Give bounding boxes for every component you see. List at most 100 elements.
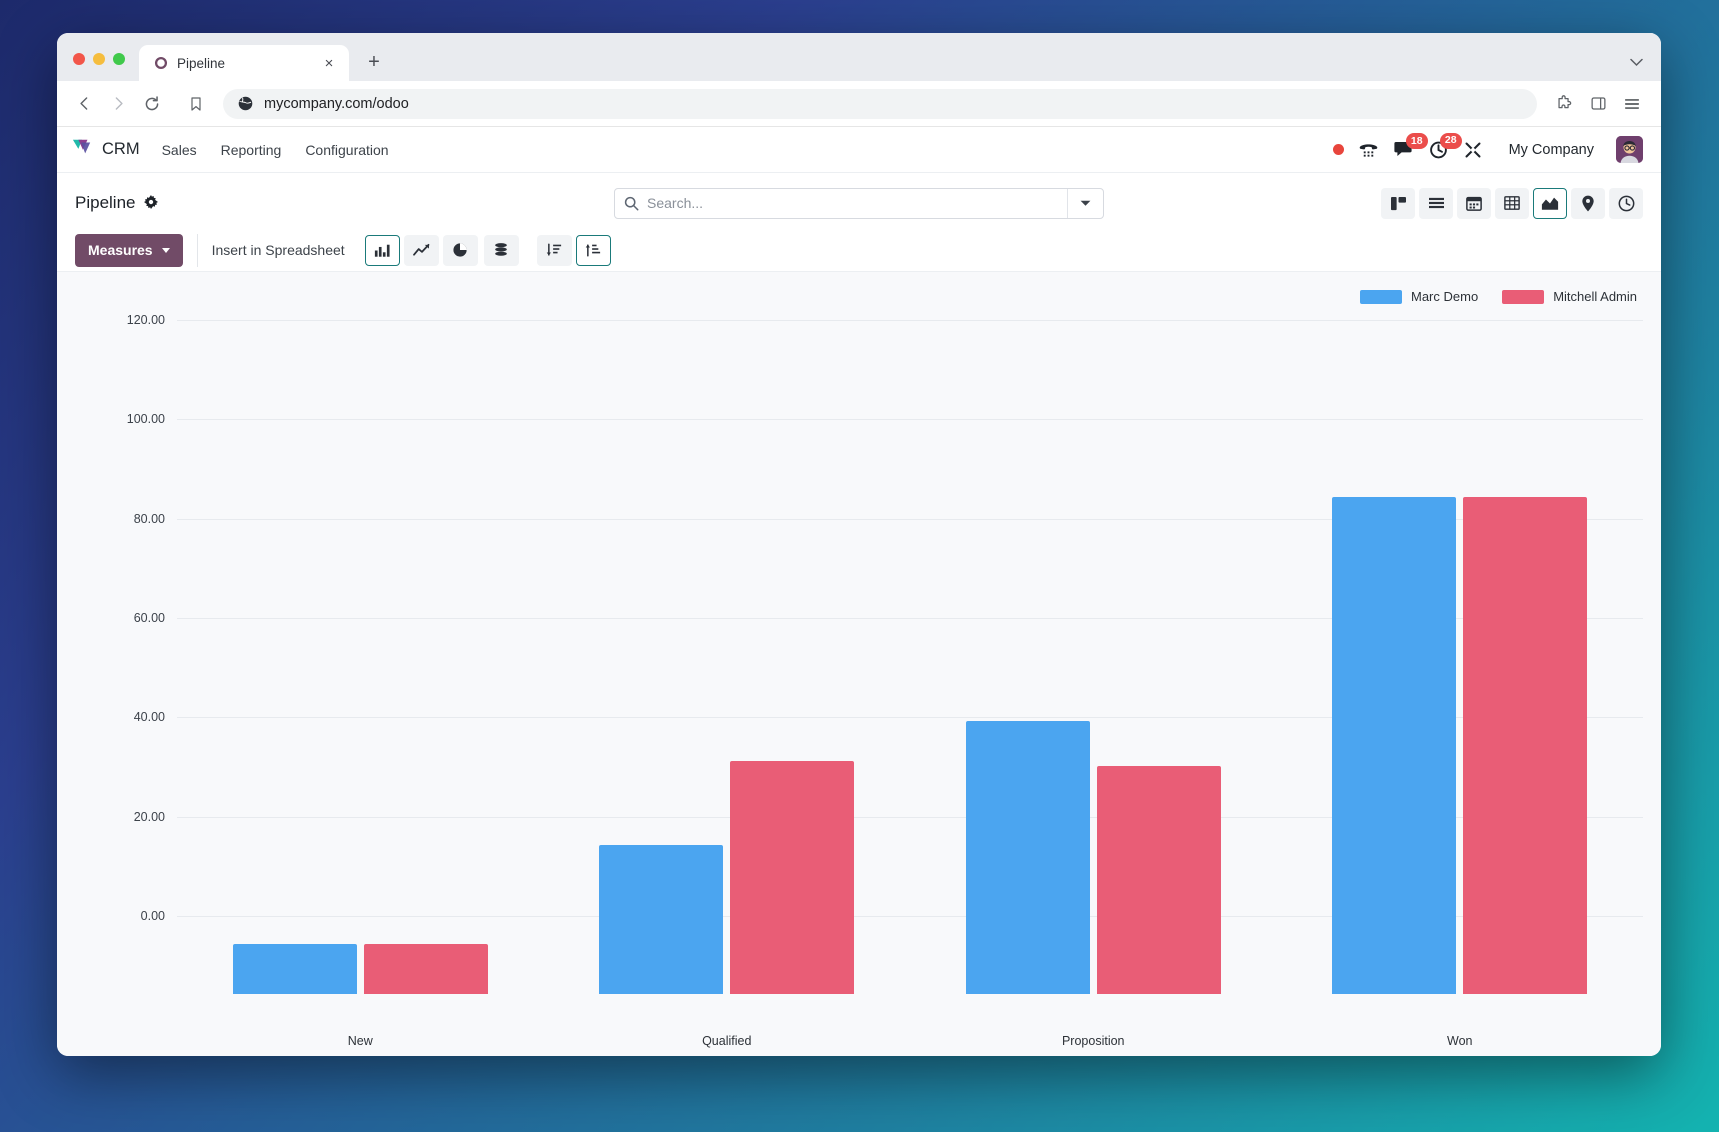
view-button-graph[interactable] [1533, 187, 1567, 219]
menu-icon[interactable] [1617, 89, 1647, 119]
browser-tabstrip: Pipeline × + [57, 33, 1661, 81]
browser-tab[interactable]: Pipeline × [139, 45, 349, 81]
database-stack-icon[interactable] [483, 234, 519, 266]
pie-chart-icon[interactable] [442, 234, 478, 266]
gridline [177, 816, 1643, 818]
reload-icon[interactable] [137, 89, 167, 119]
close-icon[interactable]: × [324, 54, 334, 72]
chart-bar[interactable] [1463, 497, 1588, 994]
gear-icon[interactable] [143, 194, 158, 212]
view-button-pivot[interactable] [1495, 187, 1529, 219]
urlbar-actions [1549, 89, 1647, 119]
measures-button[interactable]: Measures [75, 233, 183, 267]
url-input[interactable]: mycompany.com/odoo [223, 88, 1537, 119]
messages-icon[interactable]: 18 [1393, 133, 1428, 159]
new-tab-button[interactable]: + [368, 51, 380, 73]
phone-icon[interactable] [1358, 140, 1379, 159]
legend-item-mitchell-admin[interactable]: Mitchell Admin [1502, 289, 1637, 304]
minimize-window-button[interactable] [93, 53, 105, 65]
activities-badge: 28 [1439, 132, 1462, 149]
systray: 18 28 My Company [1332, 132, 1643, 163]
gridline [177, 916, 1643, 917]
gridline [177, 419, 1643, 421]
brand-name: CRM [102, 140, 140, 158]
y-axis-tick-label: 100.00 [126, 412, 165, 427]
insert-in-spreadsheet-button[interactable]: Insert in Spreadsheet [196, 233, 359, 267]
company-name[interactable]: My Company [1508, 141, 1594, 158]
odoo-navbar: CRM Sales Reporting Configuration 18 [57, 127, 1661, 173]
control-panel: Pipeline Search... [57, 173, 1661, 271]
window-traffic-lights [73, 53, 125, 81]
chart-bars: New Qualified Proposition Won [177, 272, 1643, 1056]
chart-bar[interactable] [599, 845, 724, 994]
bookmark-icon[interactable] [181, 89, 211, 119]
chart-bar[interactable] [1096, 765, 1221, 994]
app-brand[interactable]: CRM [71, 137, 140, 162]
back-icon[interactable] [69, 89, 99, 119]
stack-group [483, 234, 519, 266]
control-panel-bottom: Measures Insert in Spreadsheet [75, 223, 1643, 271]
view-button-list[interactable] [1419, 187, 1453, 219]
odoo-menu: Sales Reporting Configuration [162, 142, 389, 158]
measures-label: Measures [88, 242, 153, 258]
bar-chart-icon[interactable] [364, 234, 400, 266]
extensions-icon[interactable] [1549, 89, 1579, 119]
maximize-window-button[interactable] [113, 53, 125, 65]
legend-item-marc-demo[interactable]: Marc Demo [1360, 289, 1478, 304]
y-axis-tick-label: 20.00 [133, 809, 165, 824]
tab-title: Pipeline [177, 55, 226, 71]
chart-bar[interactable] [1332, 497, 1457, 994]
side-panel-icon[interactable] [1583, 89, 1613, 119]
gridline [177, 320, 1643, 321]
sort-group [536, 234, 611, 266]
menu-item-sales[interactable]: Sales [161, 141, 197, 158]
x-axis-tick-label: Won [1447, 1034, 1473, 1048]
legend-label: Mitchell Admin [1553, 289, 1637, 304]
view-switcher [1381, 187, 1643, 219]
x-axis-tick-label: Qualified [702, 1034, 752, 1048]
view-button-calendar[interactable] [1457, 187, 1491, 219]
odoo-logo-icon [153, 56, 168, 71]
globe-icon [237, 95, 254, 112]
view-button-map[interactable] [1571, 187, 1605, 219]
line-chart-icon[interactable] [403, 234, 439, 266]
chart-bar[interactable] [965, 720, 1090, 994]
y-axis-tick-label: 80.00 [133, 511, 165, 526]
control-panel-top: Pipeline Search... [75, 183, 1643, 223]
record-dot-icon[interactable] [1332, 144, 1344, 155]
chart-type-group [364, 234, 478, 266]
graph-view: Marc Demo Mitchell Admin 0.00 20.00 40.00 6… [57, 271, 1661, 1056]
chart-legend: Marc Demo Mitchell Admin [1360, 289, 1637, 304]
messages-badge: 18 [1405, 133, 1428, 149]
sort-desc-icon[interactable] [575, 234, 611, 266]
chart-category-group: New [177, 272, 544, 1056]
chevron-down-icon [161, 247, 170, 253]
search-bar[interactable]: Search... [614, 187, 1104, 219]
url-text: mycompany.com/odoo [264, 95, 409, 112]
x-axis-tick-label: New [347, 1034, 373, 1048]
view-button-kanban[interactable] [1381, 187, 1415, 219]
activities-icon[interactable]: 28 [1429, 132, 1462, 160]
sort-asc-icon[interactable] [536, 234, 572, 266]
close-window-button[interactable] [73, 53, 85, 65]
chart-bar[interactable] [730, 760, 855, 994]
y-axis-tick-label: 60.00 [133, 611, 165, 625]
legend-label: Marc Demo [1411, 289, 1479, 304]
odoo-app-icon [71, 137, 93, 162]
menu-item-configuration[interactable]: Configuration [305, 141, 389, 158]
chart-bar[interactable] [232, 944, 357, 994]
search-dropdown-toggle[interactable] [1067, 188, 1103, 218]
browser-urlbar: mycompany.com/odoo [57, 81, 1661, 127]
forward-icon[interactable] [103, 89, 133, 119]
avatar[interactable] [1616, 136, 1643, 163]
chevron-down-icon[interactable] [1630, 55, 1643, 70]
view-button-activity[interactable] [1609, 187, 1643, 219]
breadcrumb: Pipeline [75, 193, 158, 213]
chart-category-group: Won [1277, 272, 1644, 1056]
tools-icon[interactable] [1463, 140, 1483, 160]
chart-bar[interactable] [363, 944, 488, 994]
legend-swatch [1502, 289, 1545, 304]
menu-item-reporting[interactable]: Reporting [220, 141, 282, 158]
search-input[interactable]: Search... [647, 195, 704, 211]
page-title: Pipeline [75, 193, 136, 212]
